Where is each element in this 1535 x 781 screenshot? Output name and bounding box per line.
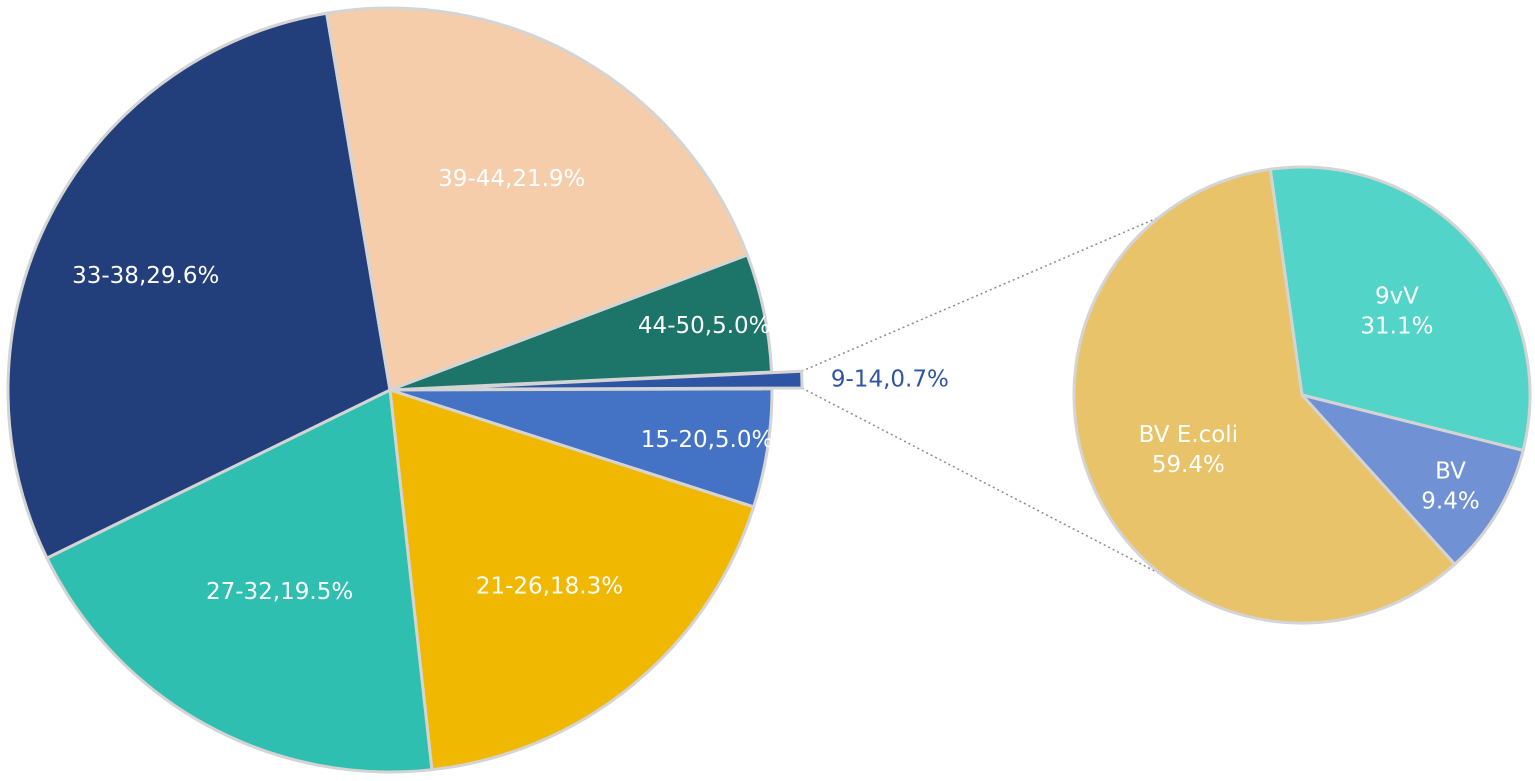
- pie-label-33-38: 33-38,29.6%: [72, 263, 219, 289]
- detail-label-bv: BV 9.4%: [1421, 458, 1479, 514]
- detail-slice-bv-e-coli: [1072, 167, 1457, 625]
- detail-slice-9vv: [1268, 165, 1532, 453]
- pie-label-44-50: 44-50,5.0%: [638, 313, 771, 339]
- pie-label-27-32: 27-32,19.5%: [206, 579, 353, 605]
- pie-slice-33-38: [6, 11, 392, 561]
- pie-label-39-44: 39-44,21.9%: [438, 166, 585, 192]
- detail-label-bv-e-coli: BV E.coli 59.4%: [1139, 422, 1238, 478]
- pie-slice-21-26: [388, 387, 756, 772]
- detail-label-9vv: 9vV 31.1%: [1360, 284, 1433, 340]
- pie-slice-44-50: [389, 253, 774, 392]
- pie-slice-27-32: [44, 387, 434, 774]
- pie-label-15-20: 15-20,5.0%: [641, 427, 774, 453]
- pie-label-21-26: 21-26,18.3%: [476, 573, 623, 599]
- main-pie: 9-14,0.7% 15-20,5.0% 21-26,18.3% 27-32,19.5…: [6, 6, 949, 774]
- pie-label-9-14: 9-14,0.7%: [831, 366, 949, 392]
- detail-slice-bv: [1297, 392, 1525, 567]
- detail-pie: 9vV 31.1% BV 9.4% BV E.coli 59.4%: [1072, 165, 1532, 625]
